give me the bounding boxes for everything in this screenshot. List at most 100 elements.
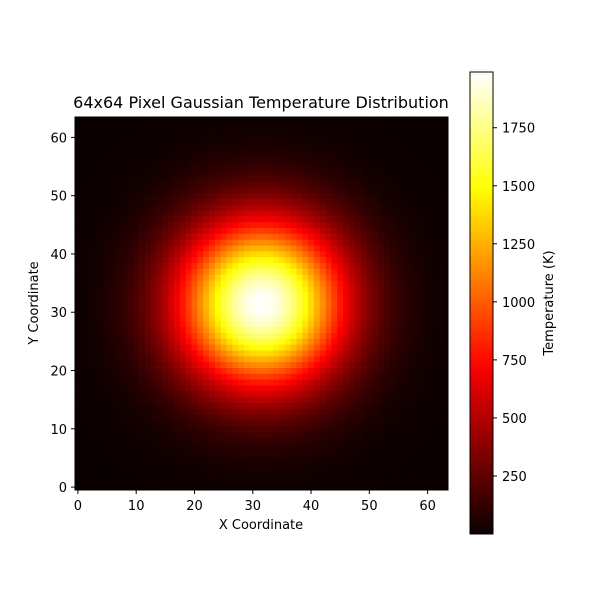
heatmap-cell [238,408,245,415]
heatmap-cell [80,379,88,386]
heatmap-cell [430,151,437,159]
heatmap-cell [331,256,338,264]
heatmap-cell [86,291,93,299]
heatmap-cell [418,117,426,124]
heatmap-cell [104,169,111,176]
heatmap-cell [121,146,128,153]
heatmap-cell [418,157,426,164]
heatmap-cell [261,396,268,403]
heatmap-cell [214,385,222,392]
heatmap-cell [343,274,350,281]
heatmap-cell [337,361,344,368]
heatmap-cell [150,216,157,223]
heatmap-cell [407,455,414,462]
heatmap-cell [395,420,402,427]
heatmap-cell [174,291,181,299]
heatmap-cell [360,221,367,229]
heatmap-cell [366,414,373,421]
heatmap-cell [144,420,152,427]
heatmap-cell [220,472,227,479]
heatmap-cell [290,484,297,491]
heatmap-cell [354,425,361,433]
heatmap-cell [284,373,291,380]
heatmap-cell [226,140,233,147]
heatmap-cell [209,146,216,153]
heatmap-cell [308,478,315,485]
heatmap-cell [413,373,420,380]
colorbar-tick-label: 500 [502,412,527,427]
heatmap-cell [343,414,350,421]
heatmap-cell [319,402,326,409]
heatmap-cell [337,303,344,310]
heatmap-cell [331,151,338,159]
heatmap-cell [348,484,356,491]
heatmap-cell [249,390,257,398]
heatmap-cell [343,484,350,491]
heatmap-cell [220,320,227,328]
heatmap-cell [284,420,291,427]
heatmap-cell [209,157,216,164]
heatmap-cell [407,117,414,124]
heatmap-cell [436,262,443,269]
heatmap-cell [442,216,449,223]
heatmap-cell [343,128,350,135]
heatmap-cell [191,192,198,199]
heatmap-cell [104,233,111,240]
heatmap-cell [430,338,437,345]
heatmap-cell [348,128,356,135]
heatmap-cell [226,466,233,473]
heatmap-cell [162,262,169,269]
heatmap-cell [244,361,251,368]
heatmap-cell [343,402,350,409]
heatmap-cell [197,361,204,368]
heatmap-cell [442,344,449,351]
heatmap-cell [395,134,402,141]
heatmap-cell [98,396,105,403]
heatmap-cell [197,175,204,182]
heatmap-cell [104,460,111,468]
heatmap-cell [261,455,268,462]
heatmap-cell [261,291,268,299]
heatmap-cell [261,472,268,479]
heatmap-cell [401,431,408,438]
heatmap-cell [86,367,93,374]
heatmap-cell [337,420,344,427]
heatmap-cell [75,478,82,485]
heatmap-cell [220,425,227,433]
heatmap-cell [244,239,251,246]
heatmap-cell [430,274,437,281]
heatmap-cell [139,420,146,427]
heatmap-cell [226,157,233,164]
heatmap-cell [174,408,181,415]
heatmap-cell [290,478,297,485]
heatmap-cell [203,361,210,368]
heatmap-cell [395,478,402,485]
heatmap-cell [325,140,332,147]
heatmap-cell [197,402,204,409]
heatmap-cell [255,210,262,217]
heatmap-cell [86,181,93,188]
heatmap-cell [232,163,239,170]
heatmap-cell [244,350,251,357]
heatmap-cell [133,274,140,281]
heatmap-cell [209,122,216,130]
heatmap-cell [407,303,414,310]
heatmap-cell [80,210,88,217]
heatmap-cell [232,286,239,293]
heatmap-cell [92,151,99,159]
heatmap-cell [139,163,146,170]
heatmap-cell [378,140,385,147]
heatmap-cell [127,262,134,269]
heatmap-cell [302,367,309,374]
heatmap-cell [325,286,332,293]
heatmap-cell [395,484,402,491]
heatmap-cell [302,291,309,299]
heatmap-cell [395,117,402,124]
heatmap-cell [127,280,134,287]
heatmap-cell [80,332,88,339]
heatmap-cell [337,379,344,386]
heatmap-cell [162,175,169,182]
heatmap-cell [278,425,286,433]
heatmap-cell [354,390,361,398]
heatmap-cell [203,256,210,264]
